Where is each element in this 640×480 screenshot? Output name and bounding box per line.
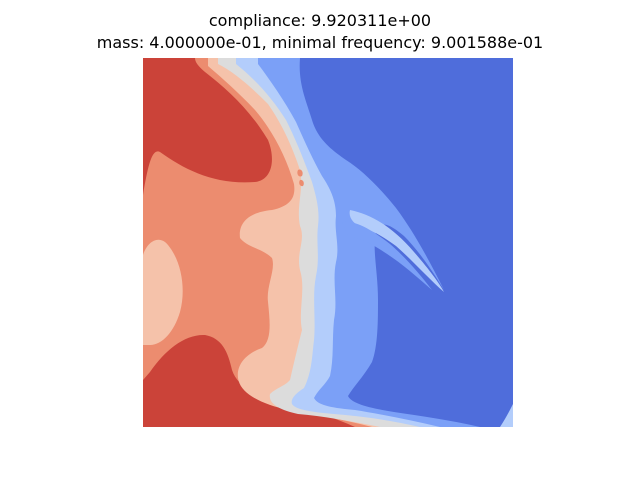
contour-speck-2: [299, 179, 304, 187]
contour-region-level-1: [299, 58, 513, 427]
contour-field: [143, 58, 513, 427]
title-line-mass-frequency: mass: 4.000000e-01, minimal frequency: 9…: [96, 33, 544, 52]
title-line-compliance: compliance: 9.920311e+00: [208, 11, 432, 30]
contour-region-level-2-tongue: [342, 221, 432, 290]
contour-region-level-3-tongue: [349, 210, 444, 292]
contour-region-level-3-corner: [500, 403, 513, 427]
contour-speck-1: [297, 169, 303, 177]
contour-region-level-5-lobe: [143, 239, 183, 345]
chart-title: compliance: 9.920311e+00 mass: 4.000000e…: [0, 10, 640, 54]
